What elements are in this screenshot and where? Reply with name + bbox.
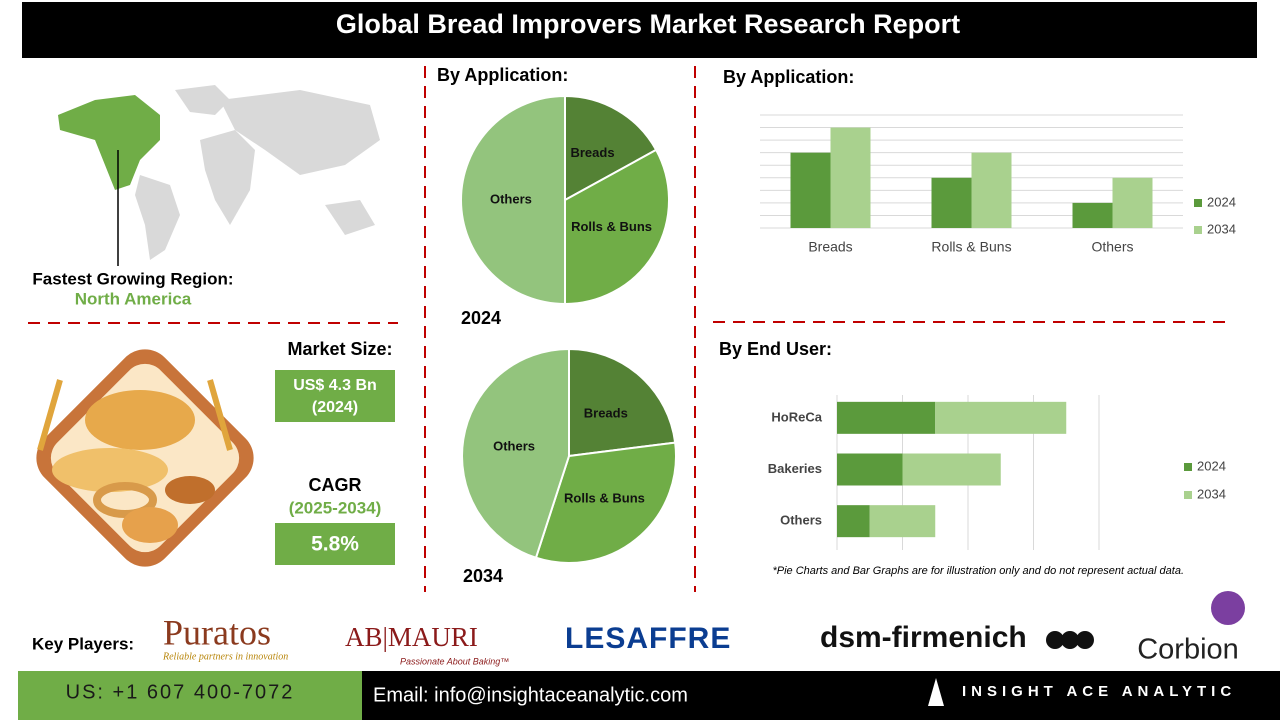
x-tick-label: Others (1091, 239, 1133, 255)
pie-slice (534, 441, 677, 564)
bar-segment (837, 401, 936, 434)
logo-dots (1046, 631, 1094, 649)
key-players-label: Key Players: (32, 634, 134, 653)
header-bar (22, 2, 1257, 58)
logo: LESAFFRE (565, 622, 731, 655)
bar (830, 127, 871, 228)
cagr-box (275, 523, 395, 565)
bar-segment (935, 401, 1067, 434)
pie-year: 2034 (463, 566, 503, 586)
cagr-label: CAGR (309, 475, 362, 495)
pie-slice (564, 148, 670, 306)
y-tick-label: Others (780, 513, 822, 528)
legend-swatch (1184, 491, 1192, 499)
market-size-box (275, 370, 395, 422)
pie-slice (568, 347, 677, 458)
x-tick-label: Breads (808, 239, 852, 255)
legend-label: 2024 (1197, 458, 1226, 473)
slice-label: Breads (584, 406, 628, 421)
slice-label: Rolls & Buns (571, 219, 652, 234)
chart-title: By Application: (723, 67, 854, 87)
brand: INSIGHT ACE ANALYTIC (962, 683, 1236, 700)
chart-title: By End User: (719, 339, 832, 359)
logo: AB|MAURI (345, 622, 478, 652)
bar-segment (837, 505, 870, 538)
email: Email: info@insightaceanalytic.com (373, 684, 688, 706)
title: Global Bread Improvers Market Research R… (336, 9, 960, 39)
legend-swatch (1194, 226, 1202, 234)
dividers (28, 66, 1228, 592)
cagr-period: (2025-2034) (289, 498, 382, 517)
logo: Corbion (1137, 634, 1239, 666)
bar (971, 152, 1012, 228)
market-size: US$ 4.3 Bn (293, 377, 377, 394)
cagr-value: 5.8% (311, 533, 359, 556)
region-value: North America (75, 289, 192, 308)
pie-slice (564, 94, 658, 202)
bar-segment (902, 453, 1001, 486)
north-america (58, 95, 160, 190)
logo: Puratos (163, 612, 271, 652)
bar (790, 152, 831, 228)
phone: US: +1 607 400-7072 (66, 681, 295, 703)
slice-label: Breads (570, 145, 614, 160)
bar-segment (869, 505, 936, 538)
legend-label: 2034 (1207, 221, 1236, 236)
x-tick-label: Rolls & Buns (931, 239, 1011, 255)
bar-segment (837, 453, 903, 486)
phone-box (18, 671, 362, 720)
slice-label: Rolls & Buns (564, 490, 645, 505)
world-map (135, 85, 380, 260)
pie-slice (461, 347, 570, 560)
y-tick-label: Bakeries (768, 461, 822, 476)
legend-swatch (1184, 463, 1192, 471)
slice-label: Others (490, 191, 532, 206)
y-tick-label: HoReCa (771, 409, 822, 424)
legend-label: 2034 (1197, 486, 1226, 501)
legend-swatch (1194, 199, 1202, 207)
region-label: Fastest Growing Region: (32, 269, 233, 288)
logo-mark (1211, 591, 1245, 625)
bread-illustration (36, 349, 254, 567)
pie-year: 2024 (461, 308, 501, 328)
market-size-year: (2024) (312, 399, 358, 416)
note: *Pie Charts and Bar Graphs are for illus… (772, 565, 1184, 577)
bar (1072, 202, 1113, 228)
legend-label: 2024 (1207, 194, 1236, 209)
bar (931, 177, 972, 228)
logo-tagline: Reliable partners in innovation (162, 651, 288, 662)
pie-slice (460, 94, 566, 306)
logo: dsm-firmenich (820, 621, 1027, 654)
market-size-label: Market Size: (287, 339, 392, 359)
brand-icon (928, 678, 944, 706)
logo-tagline: Passionate About Baking™ (400, 656, 509, 666)
slice-label: Others (493, 439, 535, 454)
footer-bar (362, 671, 1280, 720)
chart-title: By Application: (437, 65, 568, 85)
bar (1112, 177, 1153, 228)
